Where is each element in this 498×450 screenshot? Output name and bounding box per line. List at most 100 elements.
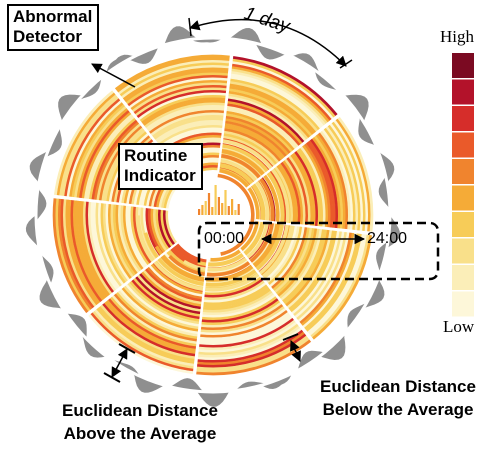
routine-ring-cell (110, 204, 135, 279)
time-start-label: 00:00 (204, 230, 245, 247)
routine-ring-cell (55, 198, 92, 313)
distance-below-marker (282, 333, 301, 362)
distance-above-label: Euclidean Distance Above the Average (62, 401, 218, 443)
routine-ring-cell (120, 205, 143, 273)
legend-swatch (452, 159, 474, 184)
routine-ring-cell (224, 117, 290, 156)
routine-ring-cell (307, 139, 336, 228)
sector-separator (255, 219, 374, 236)
routine-ring-cell (62, 199, 97, 308)
routine-ring-cell (200, 305, 286, 333)
distance-below-label: Euclidean Distance Below the Average (320, 377, 476, 419)
legend-swatch (452, 132, 474, 158)
routine-ring-cell (160, 209, 174, 248)
routine-ring-cell (142, 270, 203, 305)
routine-ring-cell (315, 133, 346, 229)
legend-low-label: Low (443, 317, 475, 336)
routine-ring-cell (123, 69, 229, 103)
routine-ring-cell (143, 160, 171, 207)
sector-separator (246, 114, 342, 190)
routine-ring-cell (155, 122, 223, 145)
routine-ring-cell (149, 112, 224, 137)
routine-ring-cell (299, 145, 326, 227)
legend-swatch (452, 212, 474, 237)
routine-ring-cell (92, 202, 121, 290)
routine-ring-cell (291, 151, 316, 226)
routine-ring-cell (90, 202, 119, 291)
routine-ring-cell (325, 125, 359, 231)
routine-ring-cell (198, 321, 299, 353)
routine-ring-cell (129, 79, 228, 111)
sector-separator (52, 194, 171, 211)
routine-ring-cell (201, 301, 283, 328)
routine-ring-cell (293, 149, 319, 227)
routine-ring-cell (199, 315, 294, 346)
routine-ring-cell (115, 204, 139, 276)
routine-ring-cell (222, 130, 280, 164)
routine-ring-cell (131, 82, 227, 113)
routine-ring-cell (287, 154, 311, 226)
routine-ring-cell (135, 154, 166, 207)
routine-ring-cell (222, 135, 276, 167)
routine-ring-cell (121, 67, 229, 101)
routine-ring-cell (336, 116, 374, 232)
center-bar (227, 206, 230, 215)
routine-ring-cell (114, 54, 230, 92)
sector-separator (217, 54, 234, 173)
routine-ring-cell (144, 104, 225, 131)
routine-ring-cell (102, 203, 129, 284)
routine-ring-cell (303, 142, 331, 228)
routine-ring-cell (105, 203, 131, 282)
routine-ring-cell (295, 148, 321, 227)
routine-ring-cell (112, 204, 137, 277)
routine-ring-cell (77, 200, 109, 299)
routine-ring-cell (297, 146, 324, 227)
sector-separators (52, 54, 374, 376)
routine-ring-cell (329, 122, 364, 231)
routine-ring-cell (135, 89, 227, 119)
routine-ring-cell (145, 162, 173, 208)
routine-ring-cell (202, 291, 275, 316)
one-day-tick-right (339, 59, 353, 69)
center-bar (211, 207, 214, 215)
routine-ring-cell (202, 293, 277, 318)
legend-swatch (452, 79, 474, 105)
routine-ring-cell (202, 289, 274, 313)
routine-ring-cell (289, 153, 314, 226)
center-bar (237, 204, 240, 215)
routine-ring-cell (75, 200, 107, 301)
routine-ring-cell (203, 287, 272, 311)
routine-ring-cell (140, 271, 203, 308)
routine-ring-cell (87, 201, 117, 293)
routine-indicator-label: Routine Indicator (118, 143, 203, 190)
center-bar (234, 210, 237, 215)
routine-ring-cell (107, 203, 133, 281)
routine-ring-cell (138, 156, 168, 207)
one-day-tick-left (188, 17, 192, 37)
routine-ring-cell (140, 158, 169, 207)
routine-ring-cell (197, 331, 306, 366)
routine-ring-cell (196, 334, 309, 371)
routine-ring-cell (196, 338, 312, 376)
routine-ring-cell (222, 132, 278, 165)
routine-ring-cell (200, 307, 288, 336)
routine-ring-cell (120, 142, 157, 205)
routine-ring-cell (140, 97, 226, 125)
routine-indicator-rings (52, 54, 374, 376)
routine-ring-cell (263, 224, 296, 280)
routine-ring-cell (201, 299, 282, 326)
center-bar (217, 197, 220, 215)
routine-ring-cell (197, 329, 305, 363)
routine-ring-cell (305, 140, 334, 228)
abnormal-detector-label: Abnormal Detector (7, 4, 100, 51)
routine-ring-cell (200, 303, 285, 331)
routine-ring-cell (70, 200, 103, 304)
routine-ring-cell (168, 153, 275, 277)
center-bar (214, 185, 217, 215)
distance-above-marker (103, 343, 136, 383)
routine-ring-cell (198, 319, 297, 351)
routine-ring-cell (118, 140, 155, 204)
routine-ring-cell (223, 127, 282, 162)
legend-swatch (452, 185, 474, 211)
